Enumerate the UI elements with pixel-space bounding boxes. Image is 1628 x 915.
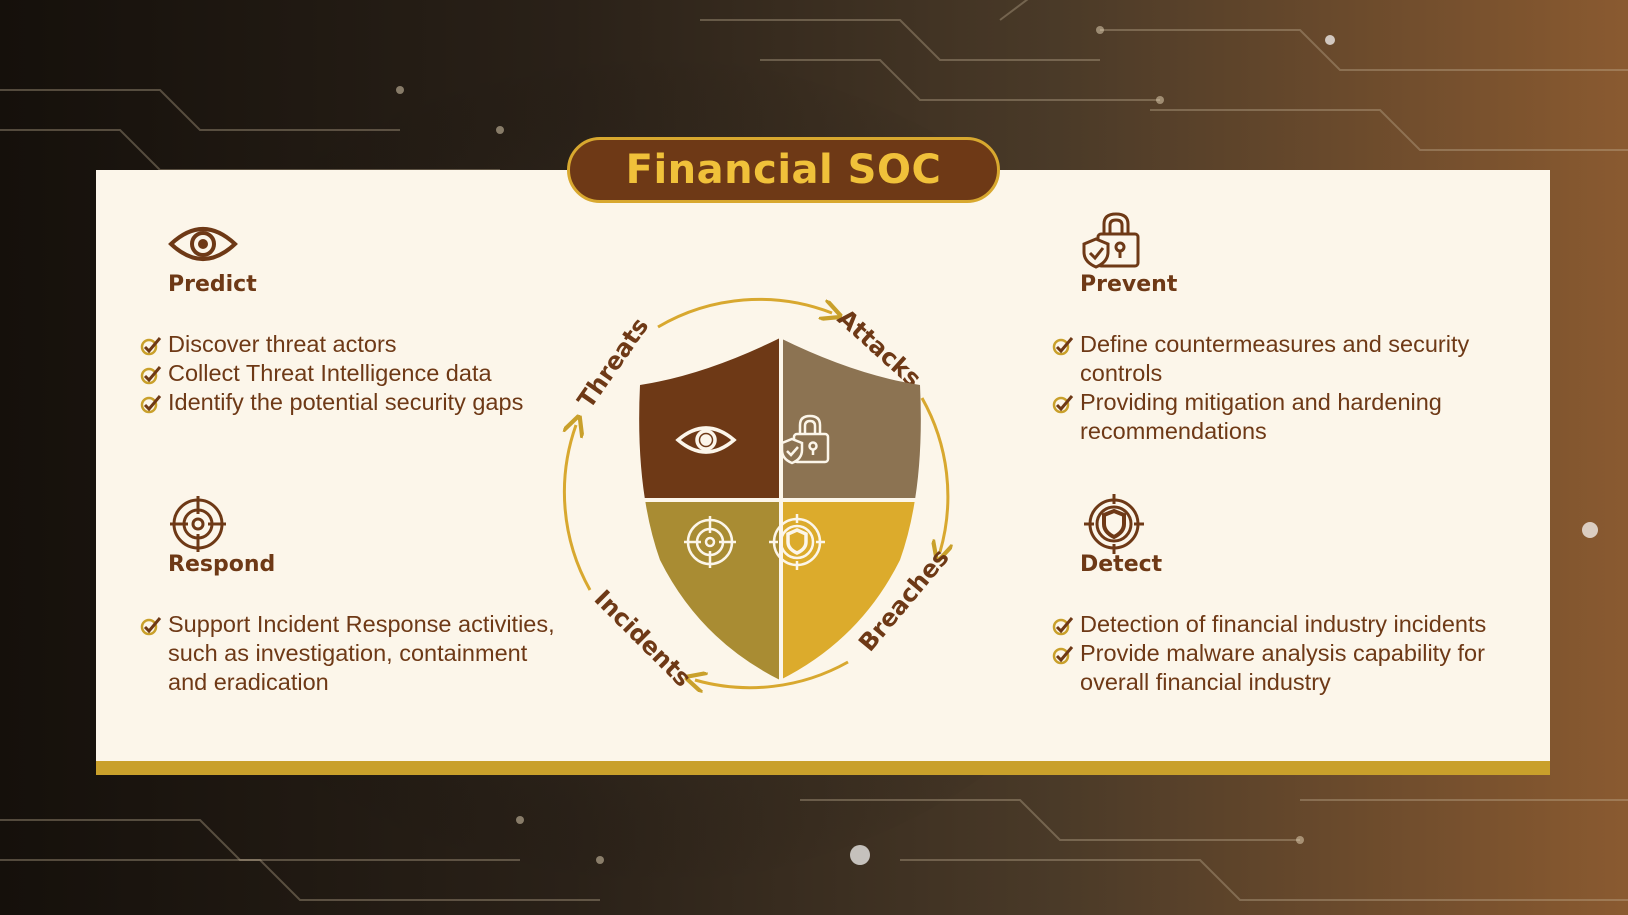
list-item: Detection of financial industry incident…: [1052, 610, 1522, 639]
shield-quadrant-respond: [639, 502, 779, 680]
cycle-arrows: [564, 297, 947, 687]
cycle-label-incidents: Incidents: [589, 584, 697, 692]
respond-title: Respond: [168, 552, 276, 577]
checkmark-icon: [1052, 337, 1074, 356]
soc-cycle-diagram: Threats Attacks Breaches Incidents: [560, 297, 955, 730]
checkmark-icon: [1052, 646, 1074, 665]
page-title: Financial SOC: [625, 147, 942, 193]
prevent-title: Prevent: [1080, 272, 1178, 297]
list-item: Discover threat actors: [140, 330, 560, 359]
shield-target-icon: [1084, 494, 1144, 554]
checkmark-icon: [140, 366, 162, 385]
checkmark-icon: [140, 617, 162, 636]
detect-bullets: Detection of financial industry incident…: [1052, 610, 1522, 697]
respond-bullets: Support Incident Response activities, su…: [140, 610, 560, 697]
shield: [639, 338, 921, 680]
eye-icon: [675, 426, 737, 454]
padlock-shield-icon: [780, 414, 830, 465]
list-item: Collect Threat Intelligence data: [140, 359, 560, 388]
detect-title: Detect: [1080, 552, 1163, 577]
checkmark-icon: [1052, 395, 1074, 414]
list-item: Define countermeasures and security cont…: [1052, 330, 1522, 388]
target-icon: [684, 516, 736, 568]
checkmark-icon: [140, 395, 162, 414]
list-item: Support Incident Response activities, su…: [140, 610, 560, 697]
checkmark-icon: [140, 337, 162, 356]
predict-bullets: Discover threat actors Collect Threat In…: [140, 330, 560, 417]
shield-quadrant-prevent: [783, 338, 921, 498]
padlock-shield-icon: [1082, 212, 1140, 269]
eye-icon: [168, 227, 238, 261]
title-banner: Financial SOC: [567, 137, 1000, 203]
list-item: Identify the potential security gaps: [140, 388, 560, 417]
shield-quadrant-predict: [639, 338, 779, 498]
checkmark-icon: [1052, 617, 1074, 636]
predict-title: Predict: [168, 272, 257, 297]
list-item: Providing mitigation and hardening recom…: [1052, 388, 1522, 446]
list-item: Provide malware analysis capability for …: [1052, 639, 1522, 697]
shield-target-icon: [769, 514, 825, 570]
target-icon: [170, 496, 226, 552]
prevent-bullets: Define countermeasures and security cont…: [1052, 330, 1522, 446]
